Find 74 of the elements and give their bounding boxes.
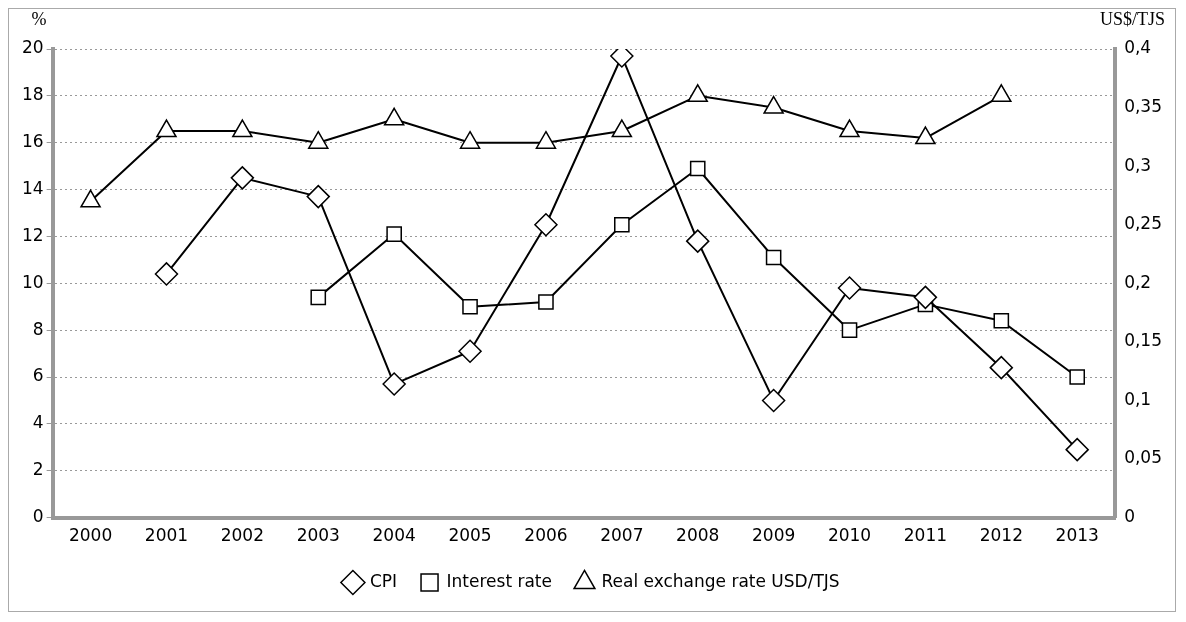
point bbox=[538, 294, 554, 310]
point bbox=[765, 249, 782, 266]
point bbox=[230, 166, 255, 190]
y2-tick-label: 0,2 bbox=[1124, 271, 1152, 292]
x-tick-label: 2010 bbox=[827, 525, 872, 546]
point bbox=[761, 388, 786, 413]
y-tick-label: 0 bbox=[32, 506, 44, 527]
y2-tick-label: 0,05 bbox=[1124, 447, 1163, 468]
point bbox=[763, 95, 784, 114]
y2-tick-label: 0,1 bbox=[1124, 388, 1152, 409]
point bbox=[841, 322, 858, 338]
x-tick-label: 2006 bbox=[524, 525, 568, 546]
x-tick-label: 2008 bbox=[676, 525, 720, 546]
point bbox=[1069, 369, 1086, 385]
point bbox=[458, 339, 482, 363]
legend-label: CPI bbox=[369, 570, 398, 591]
point bbox=[232, 119, 253, 138]
legend-label: Interest rate bbox=[446, 570, 552, 591]
y-tick-label: 20 bbox=[21, 37, 44, 58]
y2-tick-label: 0,35 bbox=[1124, 96, 1163, 116]
x-tick-label: 2001 bbox=[144, 525, 189, 546]
point bbox=[80, 189, 101, 208]
x-tick-label: 2003 bbox=[296, 525, 340, 546]
x-tick-label: 2013 bbox=[1055, 525, 1099, 546]
y-axis-title: % bbox=[31, 8, 47, 29]
y-tick-label: 2 bbox=[32, 459, 44, 480]
point bbox=[386, 226, 402, 242]
point bbox=[685, 229, 710, 253]
y-tick-label: 6 bbox=[32, 365, 44, 386]
x-tick-label: 2005 bbox=[448, 525, 492, 546]
point bbox=[383, 107, 405, 126]
legend-label: Real exchange rate USD/TJS bbox=[601, 570, 840, 591]
point bbox=[611, 119, 633, 138]
point bbox=[310, 289, 327, 306]
point bbox=[382, 372, 406, 396]
y2-tick-label: 0,15 bbox=[1124, 330, 1163, 351]
point bbox=[993, 312, 1010, 329]
x-tick-label: 2002 bbox=[220, 525, 264, 546]
point bbox=[989, 355, 1014, 380]
point bbox=[915, 126, 936, 145]
point bbox=[459, 130, 481, 149]
point bbox=[154, 262, 179, 286]
y-tick-label: 18 bbox=[21, 84, 44, 105]
point bbox=[689, 160, 706, 177]
point bbox=[1065, 437, 1089, 462]
y2-axis-title: US$/TJS bbox=[1099, 8, 1165, 29]
y-tick-label: 12 bbox=[21, 224, 44, 245]
y2-tick-label: 0,4 bbox=[1124, 37, 1152, 58]
point bbox=[462, 298, 478, 315]
x-tick-label: 2000 bbox=[68, 525, 113, 546]
y-tick-label: 8 bbox=[32, 318, 44, 339]
x-tick-label: 2004 bbox=[372, 525, 416, 546]
y-tick-label: 14 bbox=[21, 178, 44, 198]
x-tick-label: 2012 bbox=[979, 525, 1023, 546]
y-tick-label: 16 bbox=[21, 131, 44, 152]
point bbox=[535, 130, 557, 149]
y-tick-label: 4 bbox=[32, 412, 44, 433]
point bbox=[991, 84, 1012, 103]
point bbox=[156, 119, 177, 138]
y2-tick-label: 0,25 bbox=[1124, 213, 1163, 234]
y2-tick-label: 0 bbox=[1124, 506, 1135, 527]
point bbox=[837, 276, 862, 300]
point bbox=[913, 285, 938, 310]
y-tick-label: 10 bbox=[21, 271, 44, 292]
x-tick-label: 2007 bbox=[600, 525, 644, 546]
point bbox=[614, 216, 630, 233]
x-tick-label: 2009 bbox=[751, 525, 796, 546]
point bbox=[306, 184, 331, 209]
x-tick-label: 2011 bbox=[903, 525, 948, 546]
point bbox=[307, 130, 329, 149]
point bbox=[839, 119, 860, 138]
y2-tick-label: 0,3 bbox=[1124, 154, 1152, 175]
point bbox=[687, 84, 709, 103]
point bbox=[534, 212, 558, 237]
